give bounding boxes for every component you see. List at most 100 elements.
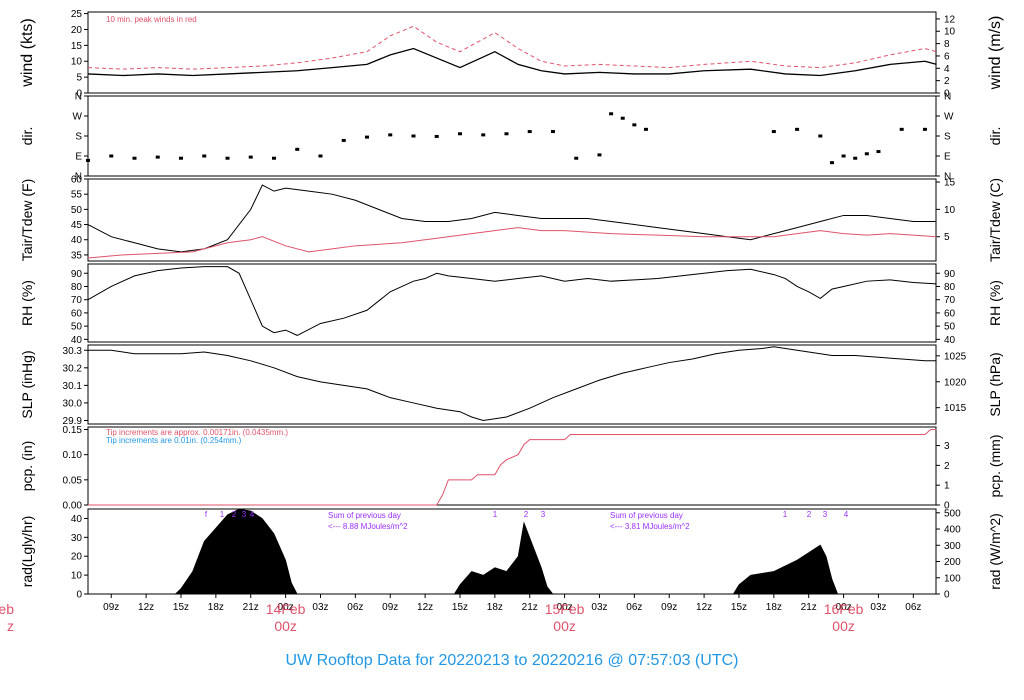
x-tick-label: 09z: [103, 602, 119, 613]
x-tick-label: 18z: [208, 602, 224, 613]
dir-point: [225, 156, 230, 160]
y-label-right: dir.: [987, 127, 1003, 146]
x-tick-label: 03z: [312, 602, 328, 613]
y-tick-label-right: 8: [944, 39, 950, 50]
y-tick-label-left: 10: [71, 571, 83, 582]
y-tick-label-left: 0.00: [63, 501, 83, 512]
panel-frame: [87, 95, 937, 177]
dir-point: [271, 156, 276, 160]
dir-point: [504, 132, 509, 136]
y-tick-label-right: 6: [944, 51, 950, 62]
y-tick-label-left: 0.05: [63, 475, 83, 486]
dir-point: [411, 134, 416, 138]
y-tick-label-right: 3: [944, 441, 950, 452]
rad-marker-label: 4: [844, 510, 849, 519]
day-label-time: 00z: [553, 618, 576, 634]
dir-point: [876, 150, 881, 154]
dir-point: [457, 132, 462, 136]
y-tick-label-left: 0.15: [63, 425, 83, 436]
y-label-left: SLP (inHg): [19, 350, 35, 418]
y-tick-label-left: 30: [71, 533, 83, 544]
y-tick-label-left: 60: [71, 175, 83, 186]
y-tick-label-right: 200: [944, 557, 961, 568]
y-tick-label-right: 90: [944, 269, 956, 280]
x-tick-label: 09z: [661, 602, 677, 613]
y-tick-label-right: 1020: [944, 377, 967, 388]
y-tick-label-right: 2: [944, 76, 950, 87]
y-tick-label-left: 55: [71, 190, 83, 201]
y-tick-label-left: 29.9: [63, 416, 83, 427]
x-axis: 09z 12z 15z 18z 21z 00z 03z 06z 09z 12z 15z 18z 21z 0…: [0, 594, 921, 634]
y-label-right: wind (m/s): [987, 16, 1004, 91]
x-tick-label: 15z: [731, 602, 747, 613]
y-tick-label-left: 0: [76, 89, 82, 100]
y-label-right: rad (W/m^2): [987, 513, 1003, 590]
rad-annotation: <--- 3.81 MJoules/m^2: [610, 522, 690, 531]
y-tick-label-right: N: [944, 92, 951, 103]
dir-point: [829, 161, 834, 165]
dir-point: [597, 153, 602, 157]
dir-point: [818, 134, 823, 138]
dir-point: [178, 156, 183, 160]
y-tick-label-left: 45: [71, 220, 83, 231]
day-label-time: 00z: [274, 618, 297, 634]
dir-point: [864, 152, 869, 156]
y-tick-label-left: 30.2: [63, 363, 83, 374]
rad-marker-label: 3: [541, 510, 546, 519]
dir-point: [481, 133, 486, 137]
y-tick-label-right: 10: [944, 205, 956, 216]
panel-frame: [87, 344, 937, 425]
y-tick-label-right: 80: [944, 282, 956, 293]
dir-point: [643, 127, 648, 131]
dir-point: [109, 154, 114, 158]
pcp-annotation: Tip increments are 0.01in. (0.254mm.): [106, 436, 242, 445]
x-tick-label: 12z: [138, 602, 154, 613]
day-label-date: 16Feb: [824, 601, 864, 617]
y-tick-label-left: 40: [71, 235, 83, 246]
y-tick-label-left: 40: [71, 335, 83, 346]
dir-point: [620, 116, 625, 120]
panel-frame: [87, 11, 937, 94]
y-tick-label-right: W: [944, 112, 954, 123]
rad-annotation: <--- 8.88 MJoules/m^2: [328, 522, 408, 531]
x-tick-label: 21z: [522, 602, 538, 613]
y-label-left: dir.: [19, 127, 35, 146]
dir-point: [155, 155, 160, 159]
y-tick-label-left: 80: [71, 282, 83, 293]
day-label-date: 15Feb: [545, 601, 585, 617]
dir-point: [574, 156, 579, 160]
panel-pcp: pcp. (in) pcp. (mm) 0.00 0.05 0.10 0.15 0 1 2 3 Ti…: [19, 425, 1003, 511]
rad-marker-label: 4: [250, 510, 255, 519]
dir-point: [434, 134, 439, 138]
dir-point: [318, 154, 323, 158]
dir-point: [771, 130, 776, 134]
y-tick-label-left: 25: [71, 9, 83, 20]
panel-wind: wind (kts) wind (m/s)05101520250246810121…: [19, 9, 1004, 99]
dir-point: [795, 127, 800, 131]
panel-frame: [87, 178, 937, 262]
y-tick-label-left: 30.3: [63, 346, 83, 357]
x-tick-label: 15z: [452, 602, 468, 613]
y-label-left: rad(Lgly/hr): [19, 516, 35, 588]
dir-point: [632, 123, 637, 127]
y-tick-label-left: 20: [71, 552, 83, 563]
rad-area: [88, 508, 839, 595]
y-tick-label-right: 40: [944, 335, 956, 346]
day-label-time: z: [7, 618, 14, 634]
y-label-left: pcp. (in): [19, 441, 35, 492]
x-tick-label: 12z: [696, 602, 712, 613]
panel-frame: [87, 426, 937, 506]
panel-dir: dir. dir.N NE ES SW WN N: [19, 92, 1003, 183]
rad-marker-label: 1: [493, 510, 498, 519]
y-tick-label-right: S: [944, 132, 951, 143]
dir-point: [132, 156, 137, 160]
y-tick-label-right: 500: [944, 508, 961, 519]
day-label-date: 14Feb: [266, 601, 306, 617]
rad-marker-label: 2: [232, 510, 237, 519]
y-tick-label-right: 50: [944, 322, 956, 333]
y-tick-label-right: 100: [944, 573, 961, 584]
y-tick-label-left: 20: [71, 25, 83, 36]
x-tick-label: 18z: [487, 602, 503, 613]
y-tick-label-left: 35: [71, 250, 83, 261]
dir-point: [341, 138, 346, 142]
